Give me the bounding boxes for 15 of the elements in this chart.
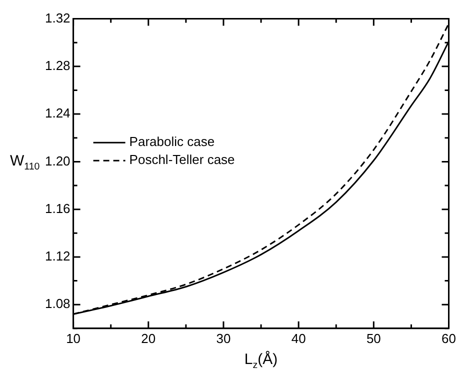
x-tick-label: 60: [442, 330, 456, 346]
x-tick-label: 10: [66, 330, 81, 346]
y-tick-label: 1.16: [44, 200, 70, 216]
y-tick-label: 1.32: [44, 10, 70, 26]
x-tick-label: 30: [216, 330, 231, 346]
x-tick-label: 20: [141, 330, 156, 346]
x-tick-label: 50: [366, 330, 381, 346]
y-tick-label: 1.24: [44, 106, 70, 121]
legend-label: Poschl-Teller case: [129, 152, 235, 168]
x-tick-label: 40: [291, 330, 306, 346]
y-tick-label: 1.12: [44, 248, 70, 264]
y-tick-label: 1.20: [44, 153, 70, 168]
y-tick-label: 1.08: [44, 296, 70, 312]
legend-label: Parabolic case: [129, 134, 215, 150]
y-tick-label: 1.28: [44, 58, 70, 74]
